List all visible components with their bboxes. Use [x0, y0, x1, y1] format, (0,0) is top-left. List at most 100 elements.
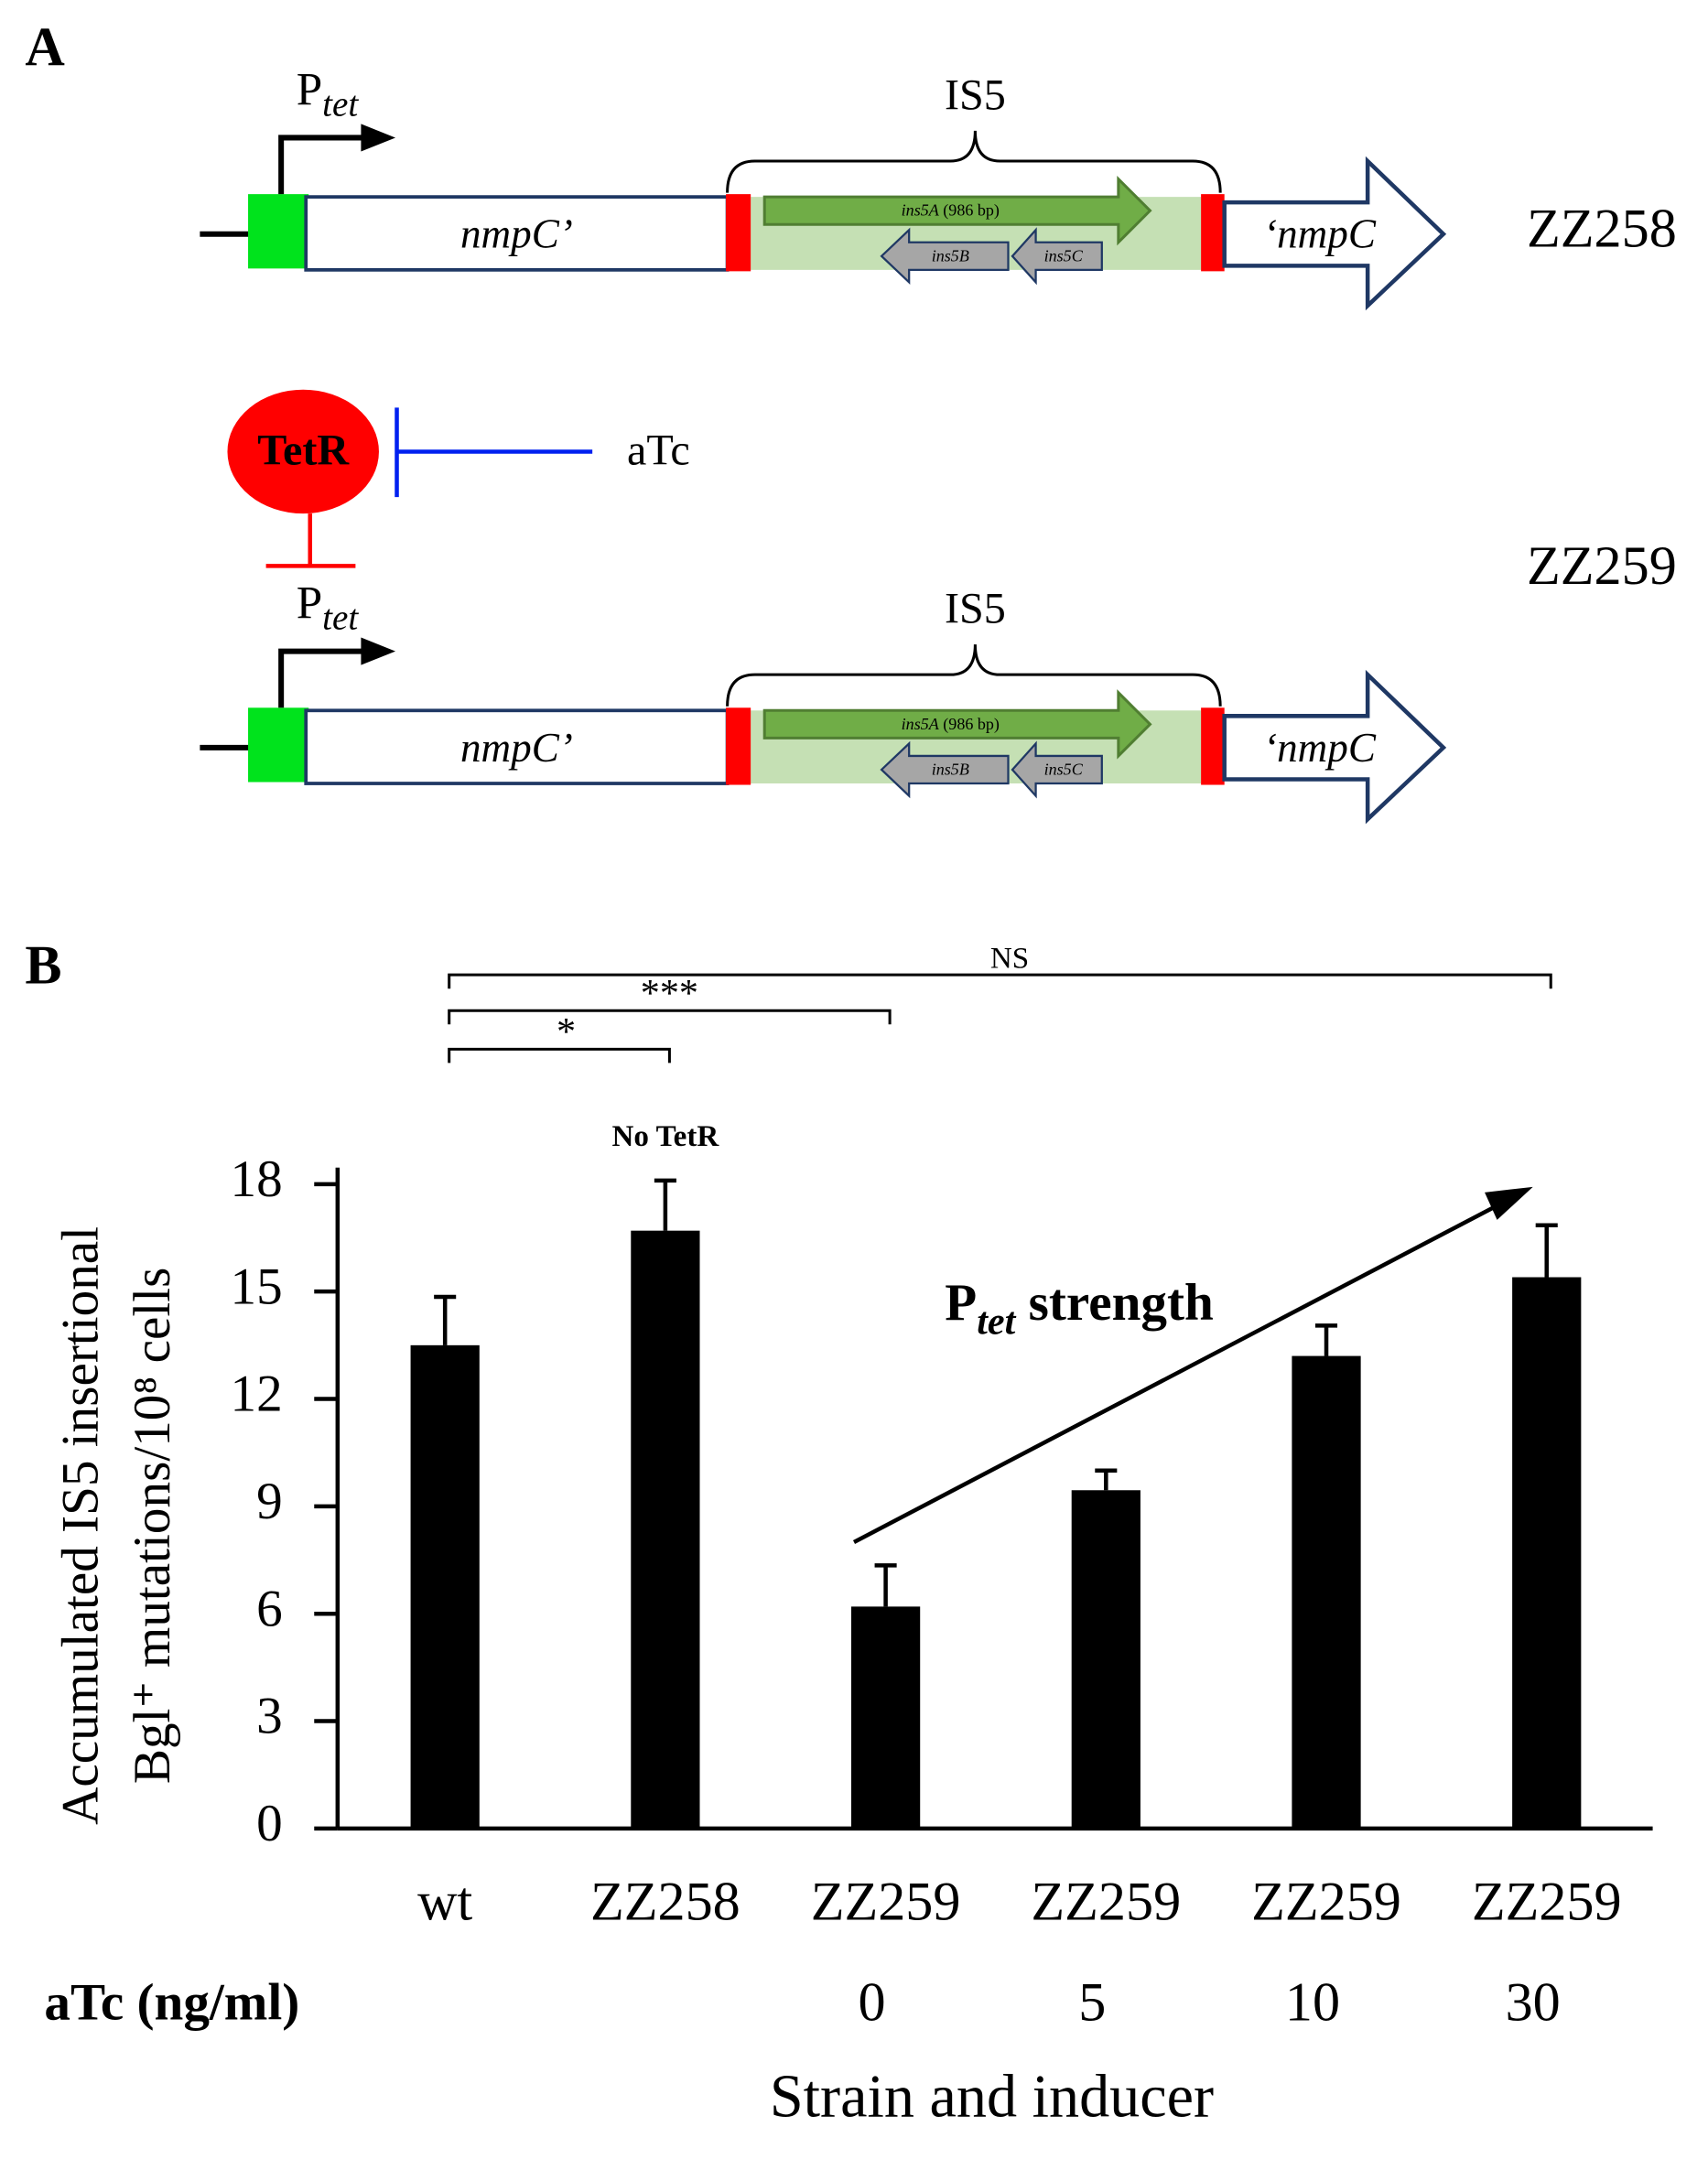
trend-arrow-head [1485, 1186, 1533, 1220]
error-bar [874, 1563, 897, 1607]
bar [850, 1606, 921, 1829]
significance-label: *** [641, 972, 698, 1015]
error-bar [1095, 1468, 1118, 1491]
gene-3 [1222, 156, 1447, 311]
trend-sub: tet [977, 1300, 1016, 1343]
ins5c-label: ins5C [1044, 246, 1084, 265]
promoter-arrow-head [361, 637, 396, 665]
ins5a-arrow [762, 175, 1152, 246]
trend-label: Ptet strength [945, 1274, 1213, 1343]
x-tick-label: ZZ258 [590, 1871, 740, 1932]
ir-left [726, 707, 751, 785]
ins5a-label: ins5A (986 bp) [902, 201, 1000, 221]
gene-3-label: ‘nmpC [1263, 725, 1377, 771]
inducer-value: 0 [859, 1971, 886, 2033]
is5-label: IS5 [945, 585, 1006, 633]
tetr [227, 389, 379, 514]
significance-bracket [448, 1009, 892, 1025]
ins5b-arrow [880, 740, 1010, 799]
error-bar [1314, 1323, 1338, 1356]
atc-inhibition [395, 407, 593, 498]
y-tick-label: 6 [256, 1580, 283, 1637]
strain-label: ZZ258 [1527, 199, 1677, 260]
y-tick-label: 3 [256, 1688, 283, 1745]
ins5a-size: (986 bp) [943, 715, 1000, 734]
promoter-arrow [278, 648, 365, 708]
ins5b-label: ins5B [932, 761, 969, 779]
promoter-box [248, 707, 309, 783]
gene-3 [1222, 669, 1447, 825]
panel-label: B [25, 934, 61, 996]
trend-arrow [852, 1200, 1506, 1544]
bar [1292, 1355, 1361, 1829]
error-bar [654, 1178, 676, 1231]
significance-label: * [557, 1010, 576, 1053]
y-tick-label: 0 [256, 1795, 283, 1852]
y-tick-label: 18 [231, 1150, 283, 1208]
trend-main: P [945, 1274, 977, 1332]
x-tick-label: ZZ259 [1251, 1871, 1401, 1932]
is5-label: IS5 [945, 70, 1006, 119]
inducer-row-label: aTc (ng/ml) [44, 1974, 299, 2032]
promoter-text: P [297, 63, 322, 115]
promoter-box [248, 194, 309, 269]
construct: Ptet IS5 ins5A (986 bp) ins5B ins5C nmpC’ ‘nmpC [200, 63, 1447, 311]
promoter-label: Ptet [297, 577, 360, 637]
promoter-sub: tet [322, 598, 359, 637]
tetr-label: TetR [257, 426, 350, 475]
strain-label: ZZ259 [1527, 535, 1677, 597]
x-tick-label: ZZ259 [811, 1871, 961, 1932]
promoter-sub: tet [322, 84, 359, 124]
ir-right [1201, 194, 1225, 272]
x-tick-label: wt [417, 1871, 472, 1932]
y-axis-label: Accumulated IS5 insertional [52, 1226, 110, 1825]
bar [1071, 1490, 1140, 1829]
gene-5-label: nmpC’ [460, 211, 573, 257]
x-tick-label: ZZ259 [1472, 1871, 1622, 1932]
ins5a-name: ins5A [902, 715, 940, 733]
y-tick-label: 15 [231, 1258, 283, 1315]
error-bar [1535, 1223, 1558, 1278]
ins5c-arrow [1011, 227, 1103, 286]
ins5a-arrow [762, 689, 1152, 760]
promoter-arrow [278, 135, 365, 195]
promoter-label: Ptet [297, 63, 360, 124]
trend-rest: strength [1015, 1274, 1213, 1332]
y-tick-label: 9 [256, 1473, 283, 1530]
ins5c-label: ins5C [1044, 761, 1084, 779]
tetr-repression [265, 513, 356, 568]
significance-bracket [448, 973, 1552, 989]
error-bar [434, 1294, 457, 1345]
significance-bracket [448, 1047, 671, 1063]
x-axis-label: Strain and inducer [770, 2063, 1214, 2130]
bar [410, 1344, 480, 1829]
gene-3-label: ‘nmpC [1263, 211, 1377, 257]
ins5b-label: ins5B [932, 246, 969, 265]
y-axis-label: Bgl⁺ mutations/10⁸ cells [124, 1268, 181, 1784]
significance-label: NS [990, 943, 1029, 976]
bar [1512, 1277, 1582, 1829]
inducer-value: 10 [1285, 1971, 1340, 2033]
ins5a-size: (986 bp) [943, 201, 1000, 221]
inducer-label: aTc [627, 426, 690, 475]
ir-right [1201, 707, 1225, 785]
promoter-arrow-head [361, 124, 396, 152]
ir-left [726, 194, 751, 272]
promoter-text: P [297, 577, 322, 629]
bar [631, 1230, 700, 1829]
inducer-value: 5 [1078, 1971, 1106, 2033]
ins5a-name: ins5A [902, 201, 940, 220]
ins5b-arrow [880, 227, 1010, 286]
inducer-value: 30 [1506, 1971, 1561, 2033]
ins5c-arrow [1011, 740, 1103, 799]
panel-label: A [25, 16, 64, 78]
y-tick-label: 12 [231, 1366, 283, 1423]
gene-5-label: nmpC’ [460, 725, 573, 771]
ins5a-label: ins5A (986 bp) [902, 715, 1000, 734]
is5-brace [726, 130, 1222, 193]
x-tick-label: ZZ259 [1031, 1871, 1181, 1932]
bar-note: No TetR [612, 1120, 720, 1153]
is5-brace [726, 644, 1222, 707]
construct: Ptet IS5 ins5A (986 bp) ins5B ins5C nmpC’ ‘nmpC [200, 577, 1447, 825]
